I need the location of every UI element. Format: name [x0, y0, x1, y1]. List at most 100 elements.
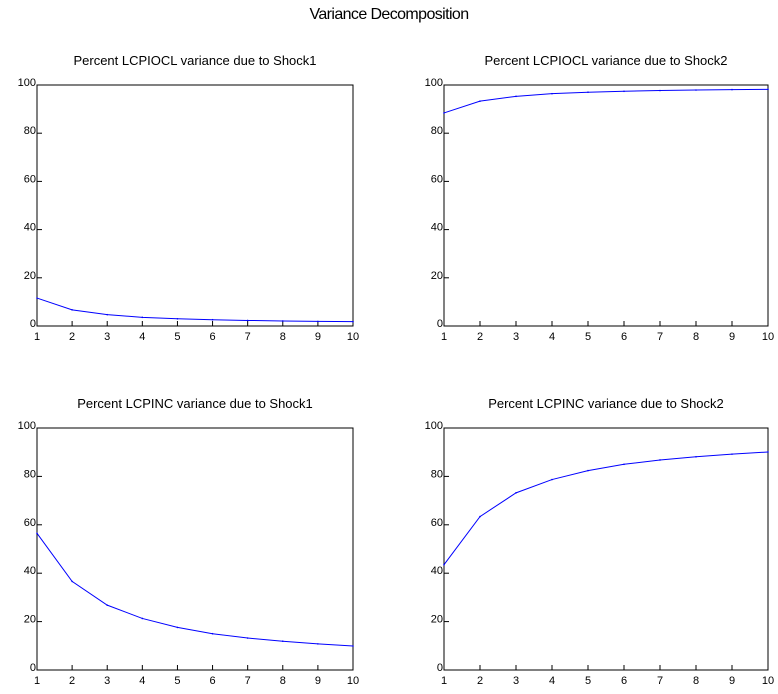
data-point	[515, 95, 517, 98]
y-tick-label: 0	[437, 318, 443, 330]
data-point	[281, 640, 284, 643]
data-point	[106, 313, 109, 316]
panel-title: Percent LCPIOCL variance due to Shock2	[484, 53, 727, 68]
x-tick-label: 8	[280, 331, 286, 343]
plot-frame	[36, 84, 354, 327]
data-point	[352, 645, 354, 647]
x-tick-label: 9	[315, 331, 321, 343]
data-point	[587, 91, 589, 94]
series-line	[443, 451, 769, 566]
y-tick-label: 60	[431, 173, 443, 185]
data-point	[767, 451, 769, 453]
data-point	[623, 90, 625, 93]
y-tick-label: 0	[30, 662, 36, 674]
y-tick-label: 40	[24, 565, 36, 577]
data-point	[443, 563, 445, 566]
y-tick-label: 20	[431, 614, 443, 626]
x-tick-label: 5	[585, 675, 591, 687]
y-tick-label: 100	[18, 77, 36, 89]
series-line	[36, 532, 354, 647]
x-tick-label: 3	[513, 675, 519, 687]
y-tick-label: 40	[24, 222, 36, 234]
x-tick-label: 9	[315, 675, 321, 687]
x-tick-label: 1	[441, 675, 447, 687]
x-tick-label: 2	[477, 675, 483, 687]
plot-frame	[443, 84, 769, 327]
data-point	[479, 515, 481, 518]
x-tick-label: 2	[69, 675, 75, 687]
x-tick-label: 5	[174, 331, 180, 343]
y-tick-label: 0	[437, 662, 443, 674]
x-tick-label: 5	[174, 675, 180, 687]
data-point	[246, 637, 249, 639]
x-tick-label: 1	[34, 675, 40, 687]
chart-panel-2: Percent LCPIOCL variance due to Shock2 0 2…	[425, 53, 774, 343]
chart-panel-3: Percent LCPINC variance due to Shock1 0 20…	[18, 396, 359, 687]
x-tick-label: 10	[762, 331, 774, 343]
panel-title: Percent LCPINC variance due to Shock1	[77, 396, 313, 411]
x-tick-label: 6	[621, 675, 627, 687]
data-point	[731, 88, 733, 91]
data-point	[551, 92, 553, 95]
x-tick-label: 4	[549, 675, 555, 687]
y-tick-label: 0	[30, 318, 36, 330]
data-point	[36, 532, 38, 535]
data-point	[587, 469, 589, 472]
data-point	[767, 88, 769, 91]
x-tick-label: 6	[621, 331, 627, 343]
x-tick-label: 10	[347, 675, 359, 687]
data-point	[695, 455, 697, 458]
data-point	[211, 318, 214, 321]
y-tick-label: 60	[24, 173, 36, 185]
y-tick-label: 100	[425, 77, 443, 89]
y-tick-label: 60	[24, 517, 36, 529]
data-point	[317, 643, 319, 645]
y-tick-label: 40	[431, 565, 443, 577]
y-tick-label: 40	[431, 222, 443, 234]
x-tick-label: 4	[139, 675, 145, 687]
data-point	[515, 492, 517, 494]
data-point	[141, 316, 144, 319]
series-line	[36, 297, 354, 323]
x-tick-label: 3	[104, 331, 110, 343]
panel-title: Percent LCPIOCL variance due to Shock1	[73, 53, 316, 68]
y-tick-label: 80	[24, 125, 36, 137]
y-tick-label: 100	[425, 420, 443, 432]
plot-frame	[443, 427, 769, 671]
data-point	[659, 459, 661, 461]
x-tick-label: 1	[34, 331, 40, 343]
x-tick-label: 7	[657, 331, 663, 343]
data-point	[246, 319, 249, 322]
data-point	[551, 478, 553, 481]
y-tick-label: 20	[24, 614, 36, 626]
data-point	[352, 320, 354, 323]
panel-title: Percent LCPINC variance due to Shock2	[488, 396, 724, 411]
x-tick-label: 2	[477, 331, 483, 343]
data-point	[36, 297, 38, 299]
chart-panel-4: Percent LCPINC variance due to Shock2 0 20…	[425, 396, 774, 687]
data-point	[731, 453, 733, 455]
x-tick-label: 4	[549, 331, 555, 343]
x-tick-label: 6	[209, 675, 215, 687]
data-point	[659, 89, 661, 92]
data-point	[176, 626, 179, 629]
data-point	[71, 309, 73, 311]
data-point	[317, 320, 319, 323]
y-tick-label: 80	[431, 125, 443, 137]
y-tick-label: 100	[18, 420, 36, 432]
x-tick-label: 1	[441, 331, 447, 343]
x-tick-label: 3	[104, 675, 110, 687]
data-point	[176, 317, 179, 320]
x-tick-label: 7	[245, 331, 251, 343]
data-point	[106, 604, 109, 606]
data-point	[443, 112, 445, 114]
data-point	[281, 320, 284, 322]
y-tick-label: 60	[431, 517, 443, 529]
y-tick-label: 80	[431, 468, 443, 480]
x-tick-label: 3	[513, 331, 519, 343]
data-point	[211, 632, 214, 635]
x-tick-label: 9	[729, 675, 735, 687]
x-tick-label: 6	[209, 331, 215, 343]
plot-frame	[36, 427, 354, 671]
